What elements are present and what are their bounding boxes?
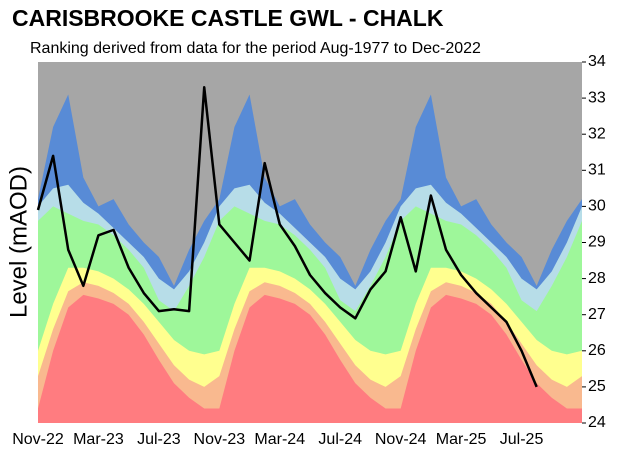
- y-tick-label: 30: [588, 198, 606, 215]
- x-tick-label: Mar-23: [73, 431, 124, 448]
- area-band: [38, 294, 582, 423]
- level-line: [36, 86, 538, 388]
- x-tick-label: Jul-24: [318, 431, 362, 448]
- y-tick-label: 33: [588, 89, 606, 106]
- y-tick-label: 28: [588, 270, 606, 287]
- x-tick-label: Jul-23: [137, 431, 181, 448]
- y-tick-label: 31: [588, 162, 606, 179]
- chart-subtitle: Ranking derived from data for the period…: [30, 40, 481, 57]
- y-tick-label: 27: [588, 306, 606, 323]
- x-tick-label: Jul-25: [500, 431, 544, 448]
- x-tick-label: Mar-24: [254, 431, 305, 448]
- x-tick-label: Nov-23: [194, 431, 246, 448]
- y-tick-label: 32: [588, 125, 606, 142]
- chart-title: CARISBROOKE CASTLE GWL - CHALK: [12, 5, 444, 31]
- x-tick-label: Mar-25: [436, 431, 487, 448]
- y-tick-label: 34: [588, 53, 606, 70]
- y-tick-label: 26: [588, 342, 606, 359]
- x-tick-label: Nov-24: [375, 431, 427, 448]
- x-tick-label: Nov-22: [12, 431, 64, 448]
- y-tick-label: 29: [588, 234, 606, 251]
- y-tick-label: 24: [588, 414, 606, 431]
- y-axis-label: Level (mAOD): [5, 166, 32, 318]
- y-tick-label: 25: [588, 378, 606, 395]
